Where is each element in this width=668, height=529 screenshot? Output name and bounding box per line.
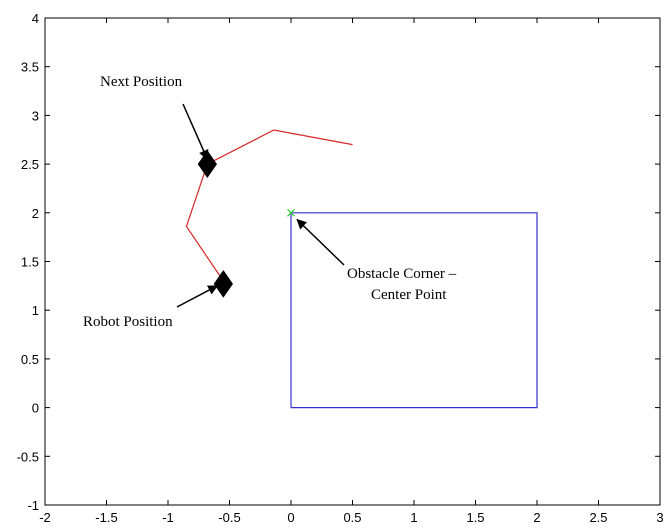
x-tick-label: 0.5 — [343, 510, 361, 525]
y-tick-label: 2.5 — [21, 157, 39, 172]
y-axis: -1 -0.5 0 0.5 1 1.5 2 2.5 3 3.5 4 — [17, 11, 660, 513]
y-tick-label: 3 — [32, 108, 39, 123]
x-axis: -2 -1.5 -1 -0.5 0 0.5 1 1.5 2 2.5 3 — [39, 18, 664, 525]
x-tick-label: 0 — [287, 510, 294, 525]
arrow-obstacle-corner — [296, 218, 345, 266]
x-tick-label: 1.5 — [466, 510, 484, 525]
robot-position-marker — [213, 270, 233, 298]
x-tick-label: -0.5 — [218, 510, 240, 525]
x-tick-label: 2.5 — [589, 510, 607, 525]
annotation-obstacle-line-2: Center Point — [371, 287, 447, 303]
y-tick-label: -0.5 — [17, 449, 39, 464]
x-tick-label: -1 — [162, 510, 174, 525]
annotation-next-position: Next Position — [100, 74, 183, 90]
y-tick-label: 3.5 — [21, 60, 39, 75]
obstacle-rectangle — [290, 212, 538, 409]
arrow-next-position — [182, 103, 209, 161]
x-tick-label: -1.5 — [95, 510, 117, 525]
y-tick-label: 0 — [32, 401, 39, 416]
x-tick-label: 1 — [410, 510, 417, 525]
y-tick-label: 1 — [32, 303, 39, 318]
annotation-layer: Next Position Robot Position Obstacle Co… — [83, 74, 457, 330]
annotation-robot-position: Robot Position — [83, 314, 173, 330]
x-tick-label: 3 — [656, 510, 663, 525]
y-tick-label: 4 — [32, 11, 39, 26]
y-tick-label: 0.5 — [21, 352, 39, 367]
y-tick-label: 1.5 — [21, 255, 39, 270]
y-tick-label: -1 — [27, 498, 39, 513]
obstacle-corner-marker — [287, 208, 295, 217]
annotation-obstacle-line-1: Obstacle Corner – — [347, 266, 457, 282]
arrow-robot-position — [176, 285, 219, 308]
y-tick-label: 2 — [32, 206, 39, 221]
plot-area — [44, 17, 661, 506]
x-tick-label: -2 — [39, 510, 51, 525]
x-tick-label: 2 — [533, 510, 540, 525]
